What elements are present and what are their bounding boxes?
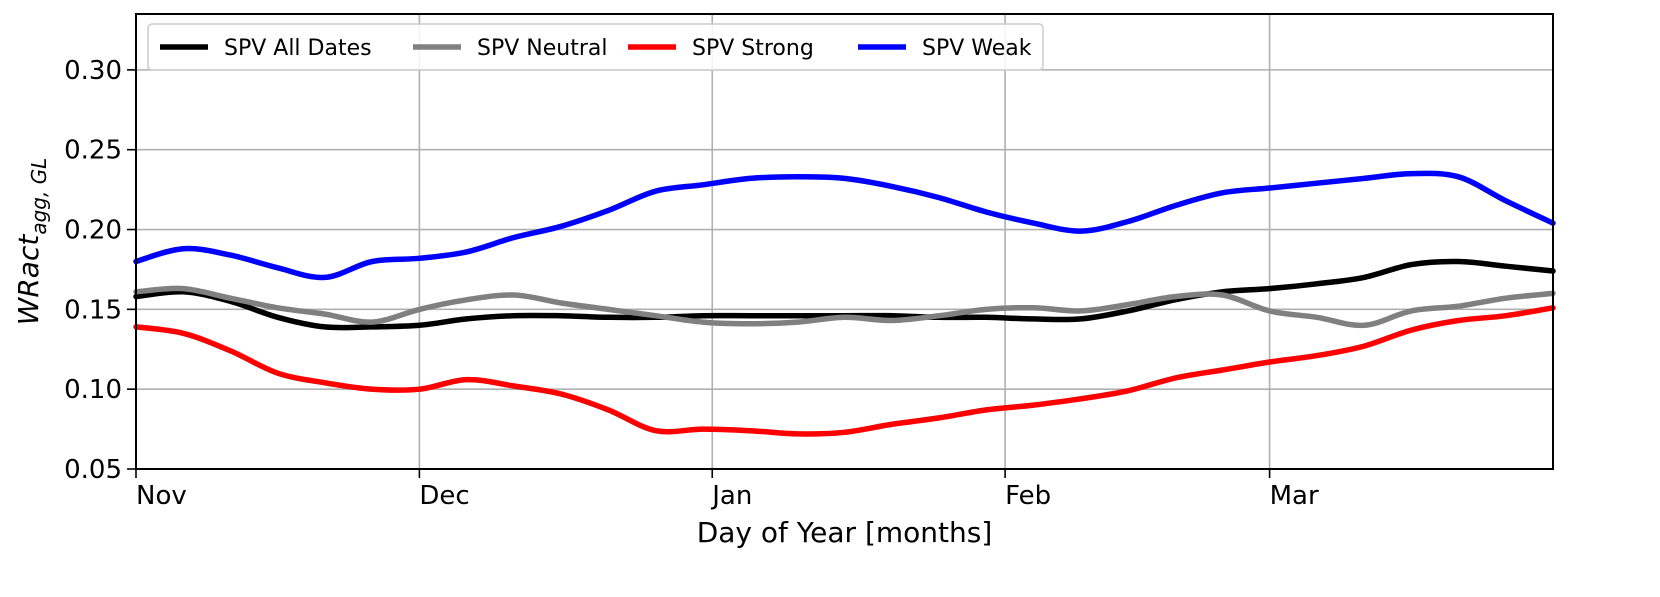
series-line-spv-weak [133,170,1556,281]
series-line-spv-strong [133,305,1556,437]
y-tick-label: 0.15 [64,295,122,325]
plot-frame [135,13,1554,470]
legend-label: SPV Weak [922,36,1032,61]
x-tick-label: Jan [710,481,752,511]
y-tick-label: 0.10 [64,375,122,405]
x-tick-label: Dec [419,481,469,511]
y-axis-label-subscript: agg, GL [27,158,51,235]
y-axis-label: WRactagg, GL [12,158,51,326]
legend: SPV All Dates SPV Neutral SPV Strong SPV We… [147,23,1044,71]
y-tick-label: 0.25 [64,136,122,166]
legend-box [147,23,1044,71]
y-tick-label: 0.05 [64,455,122,485]
series-line-spv-neutral [133,285,1556,329]
y-tick-label: 0.20 [64,216,122,246]
x-axis-label: Day of Year [months] [697,516,993,549]
series-lines [133,170,1556,437]
grid [135,14,1553,470]
legend-label: SPV Neutral [477,36,607,61]
legend-label: SPV Strong [692,36,814,61]
y-axis-label-main: WRact [12,234,45,326]
x-tick-label: Nov [136,481,187,511]
x-tick-label: Mar [1270,481,1319,511]
axis-ticks: 0.05 0.10 0.15 0.20 0.25 0.30 Nov Dec Jan Feb Mar [64,56,1319,511]
x-tick-label: Feb [1005,481,1051,511]
legend-label: SPV All Dates [224,36,372,61]
y-tick-label: 0.30 [64,56,122,86]
